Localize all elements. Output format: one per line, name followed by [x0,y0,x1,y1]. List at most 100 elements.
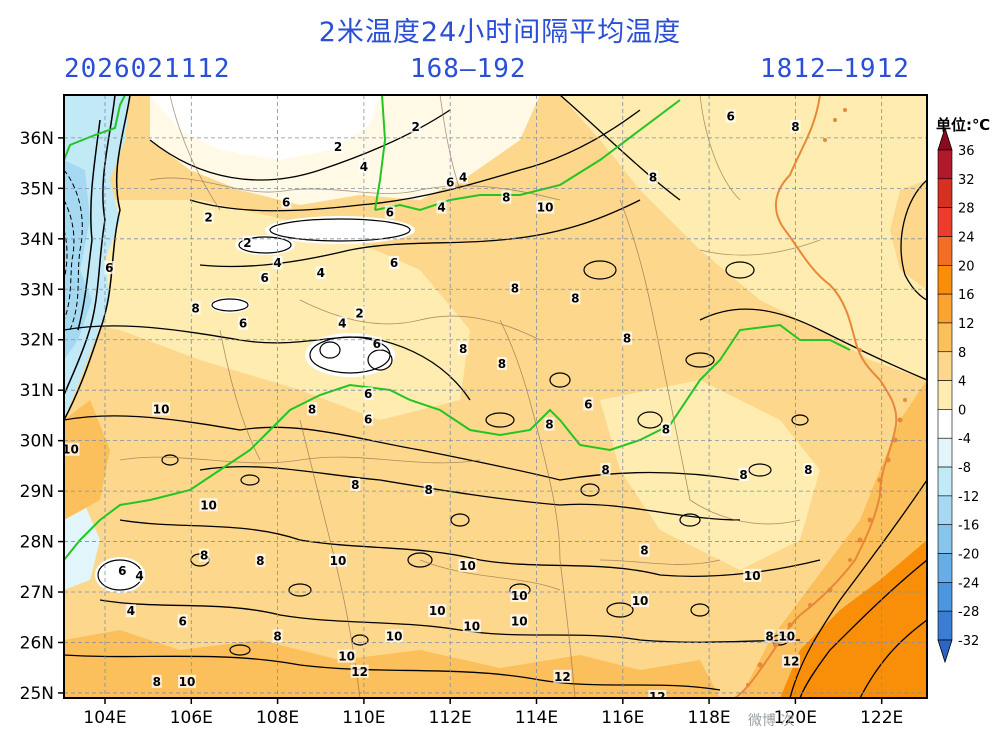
contour-label: 6 [105,261,113,275]
contour-label-bg [501,190,512,204]
contour-label-bg [639,543,650,557]
contour-label-bg [510,614,529,628]
colorbar-tick-label: 16 [958,288,975,303]
cold-sw [64,500,100,590]
colorbar-tick-label: -12 [958,490,979,505]
contour-label: 8 [739,468,747,482]
contour-label: 6 [364,387,372,401]
contour-label: 8 [308,402,316,416]
lon-tick-label: 110E [342,708,385,728]
lat-tick-label: 27N [20,583,54,603]
contour-label: 2 [243,236,251,250]
contour-label-bg [151,674,162,688]
contour-label: 6 [239,317,247,331]
lat-tick-label: 32N [20,331,54,351]
contour-label-bg [428,604,447,618]
lon-tick-label: 108E [256,708,299,728]
lon-tick-label: 116E [601,708,644,728]
contour-label: 4 [360,160,368,174]
contour-label-bg [354,306,365,320]
colorbar-tick-label: -24 [958,576,979,591]
colorbar-tick-label: 4 [958,375,966,390]
contour-label: 10 [338,650,355,664]
longitude-labels: 104E 106E 108E 110E 112E 114E 116E 118E 120E 122E [83,698,903,728]
contour-label-bg [458,170,469,184]
contour-label-bg [738,467,749,481]
contour-label-bg [104,261,115,275]
contour-label-bg [255,553,266,567]
colorbar-segment [937,582,953,612]
contour-label-bg [177,674,196,688]
contour-label-bg [570,291,581,305]
lat-tick-label: 34N [20,230,54,250]
contour-label-bg [764,629,775,643]
contour-label-bg [509,281,520,295]
contour-label: 8 [200,549,208,563]
colorbar-tick-label: 28 [958,202,975,217]
contour-label: 12 [649,690,666,704]
cool-patch [265,216,415,244]
contour-label: 4 [135,569,143,583]
contour-label-bg [272,256,283,270]
contour-label: 6 [390,256,398,270]
contour-label-bg [600,462,611,476]
contour-label-bg [631,594,650,608]
contour-label: 10 [744,569,761,583]
contour-label: 8 [640,544,648,558]
contour-label: 2 [411,120,419,134]
contour-label-bg [583,397,594,411]
contour-label-bg [337,649,356,663]
contour-label: 8 [502,190,510,204]
contour-label: 8 [273,629,281,643]
contour-label-bg [410,119,421,133]
contour-label: 8 [791,120,799,134]
colorbar-segment [937,293,953,324]
colorbar-tick-label: -28 [958,605,979,620]
coastline-islands [746,108,907,687]
contour-label: 10 [179,675,196,689]
colorbar-tick-label: 0 [958,403,966,418]
contour-label: 2 [334,140,342,154]
contour-label-bg [790,119,801,133]
contour-label-bg [117,563,128,577]
contour-label-bg [272,629,283,643]
colorbar-tick-label: -16 [958,519,979,534]
contour-label-bg [622,331,633,345]
colorbar-segment [937,236,953,266]
contour-label: 6 [584,397,592,411]
contour-label-bg [329,553,348,567]
contour-label: 8 [623,332,631,346]
valid-period-label: 1812—1912 [760,54,910,84]
contour-label-bg [358,160,369,174]
band-16-20-sea [780,540,927,698]
lat-tick-label: 25N [20,684,54,704]
contour-label-bg [389,256,400,270]
colorbar-segment [937,207,953,237]
contour-label: 12 [554,670,571,684]
contour-label-bg [203,210,214,224]
lon-tick-label: 120E [774,708,817,728]
contour-label: 4 [317,266,325,280]
colorbar-segment [937,149,953,180]
colorbar-segment [937,264,953,295]
lat-tick-label: 35N [20,179,54,199]
contour-label-bg [496,356,507,370]
latitude-labels: 36N 35N 34N 33N 32N 31N 30N 29N 28N 27N 26N 25N [20,129,64,704]
init-time-label: 2026021112 [64,54,231,84]
contour-label-bg [648,690,667,698]
rivers [64,95,851,561]
contour-label-bg [177,614,188,628]
contour-label: 6 [282,195,290,209]
contour-label: 8 [351,478,359,492]
contour-label-bg [385,629,404,643]
band-12-16-west [64,400,110,520]
contour-label-bg [363,387,374,401]
watermark-text: 微博 次 [748,712,794,729]
colorbar-segment [937,351,953,381]
contour-label-bg [152,402,171,416]
lat-tick-label: 28N [20,533,54,553]
grid-lines [64,95,927,698]
contour-label-bg [553,669,572,683]
